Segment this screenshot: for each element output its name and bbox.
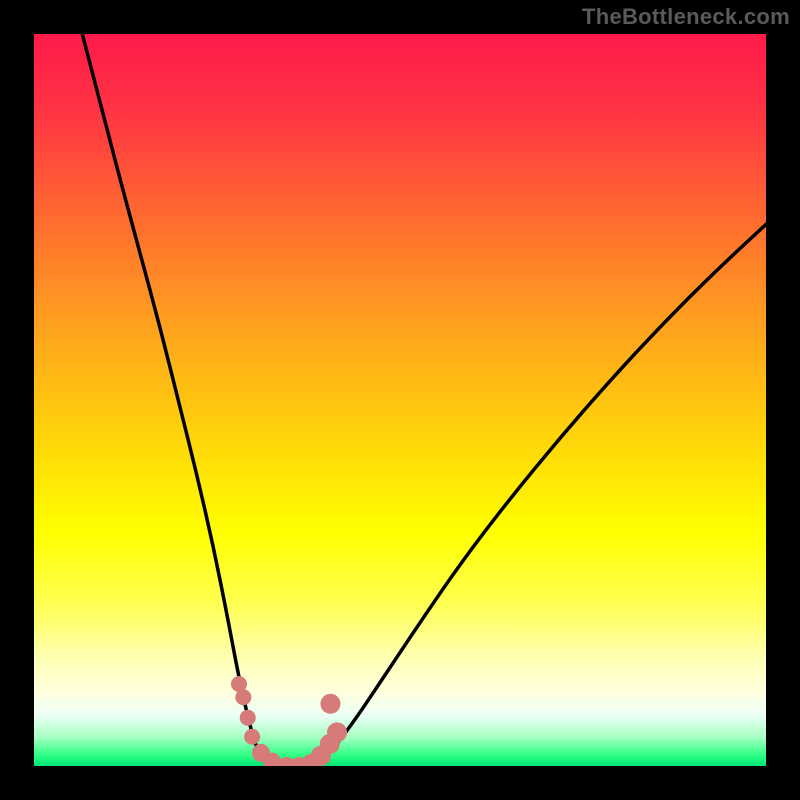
- bottleneck-curve-chart: [0, 0, 800, 800]
- marker-point: [240, 710, 256, 726]
- marker-point: [327, 722, 347, 742]
- marker-point: [244, 729, 260, 745]
- marker-point: [235, 689, 251, 705]
- gradient-background: [34, 34, 766, 766]
- chart-stage: TheBottleneck.com: [0, 0, 800, 800]
- marker-point: [320, 694, 340, 714]
